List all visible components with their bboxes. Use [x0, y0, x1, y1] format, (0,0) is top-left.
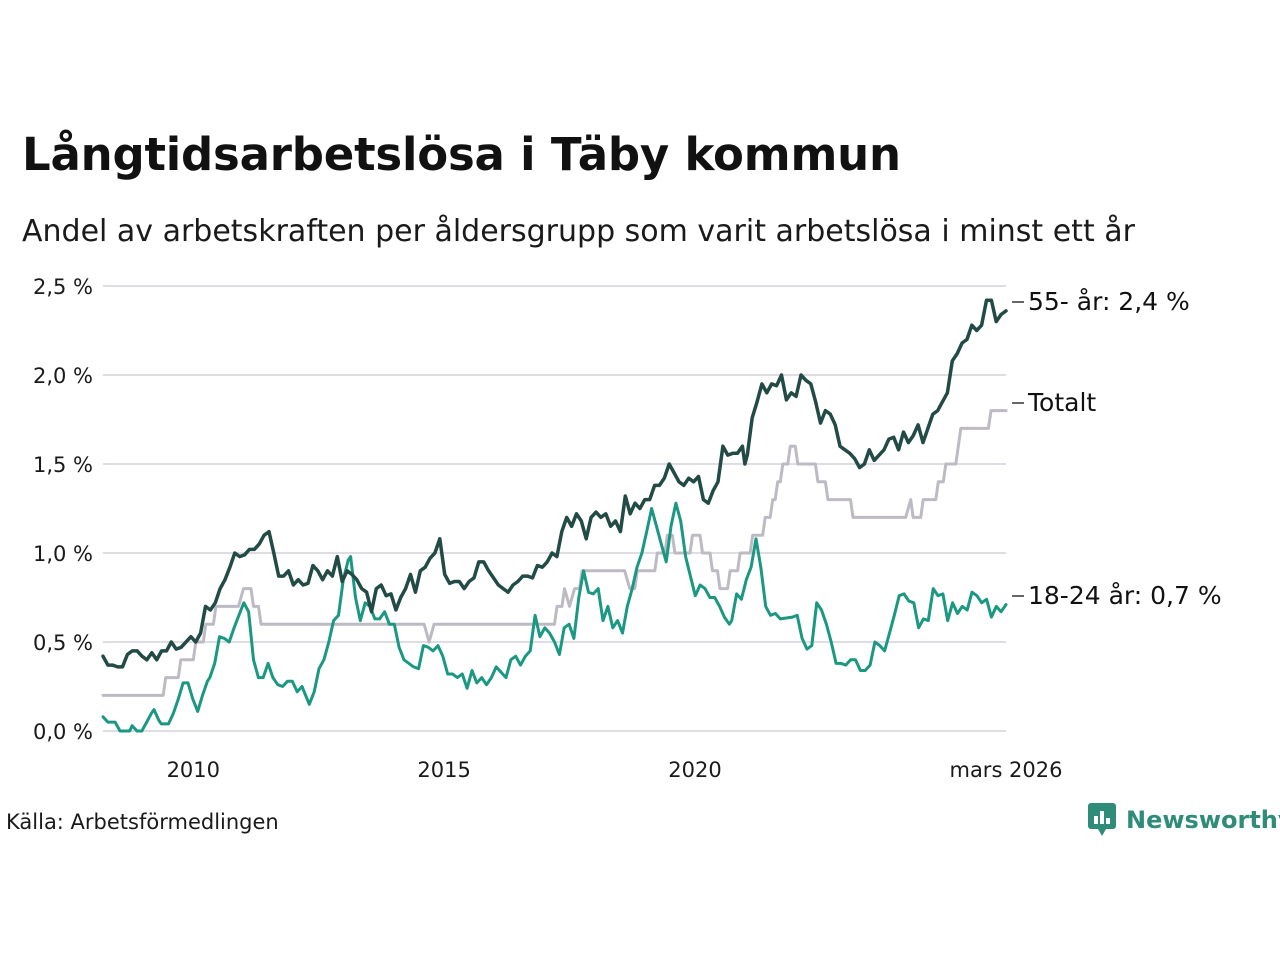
source-note: Källa: Arbetsförmedlingen — [6, 810, 279, 834]
x-tick-label: 2015 — [417, 758, 470, 782]
series-end-label: 55- år: 2,4 % — [1028, 287, 1190, 316]
series-line-totalt — [101, 409, 1008, 697]
y-tick-label: 1,5 % — [33, 453, 93, 477]
series-end-label: Totalt — [1027, 388, 1096, 417]
series-line-18-24-r — [101, 501, 1008, 733]
y-axis-ticks: 0,0 % 0,5 % 1,0 % 1,5 % 2,0 % 2,5 % — [33, 275, 93, 744]
y-tick-label: 0,5 % — [33, 631, 93, 655]
series-line-55-r — [101, 298, 1008, 669]
series-end-labels: Totalt 18-24 år: 0,7 % 55- år: 2,4 % — [1012, 287, 1222, 610]
y-tick-label: 1,0 % — [33, 542, 93, 566]
newsworthy-icon — [1088, 803, 1116, 836]
x-tick-label: mars 2026 — [949, 758, 1062, 782]
y-tick-label: 2,0 % — [33, 364, 93, 388]
x-axis-ticks: 2010 2015 2020 mars 2026 — [167, 758, 1063, 782]
newsworthy-logo[interactable]: Newsworthy — [1088, 803, 1280, 837]
x-tick-label: 2020 — [668, 758, 721, 782]
series-end-label: 18-24 år: 0,7 % — [1028, 581, 1222, 610]
newsworthy-wordmark: Newsworthy — [1126, 806, 1280, 834]
chart-title: Långtidsarbetslösa i Täby kommun — [22, 128, 901, 181]
series-lines — [101, 298, 1008, 733]
y-tick-label: 2,5 % — [33, 275, 93, 299]
x-tick-label: 2010 — [167, 758, 220, 782]
y-tick-label: 0,0 % — [33, 720, 93, 744]
chart-subtitle: Andel av arbetskraften per åldersgrupp s… — [22, 214, 1135, 249]
